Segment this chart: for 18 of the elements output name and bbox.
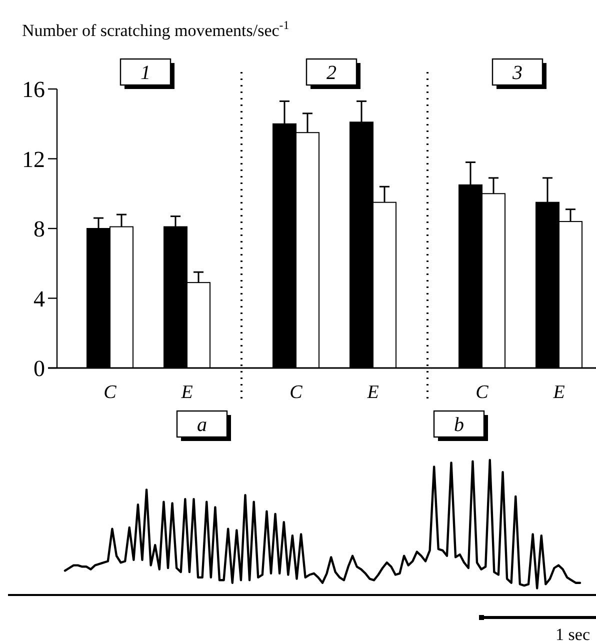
y-tick-label: 8	[34, 216, 45, 242]
x-tick-label: E	[180, 382, 194, 403]
x-tick-label: E	[552, 382, 566, 403]
x-tick-label: C	[104, 382, 117, 403]
x-tick-label: C	[476, 382, 489, 403]
text: a	[197, 414, 207, 436]
text: b	[454, 414, 464, 436]
x-tick-label: E	[366, 382, 380, 403]
y-tick-label: 0	[34, 356, 45, 381]
y-tick-label: 12	[22, 146, 45, 172]
text: 3	[512, 62, 522, 84]
text: 1 sec	[556, 625, 590, 641]
text: 1	[140, 62, 150, 84]
text: 2	[326, 62, 336, 84]
y-axis-title: Number of scratching movements/sec$^{-1}$	[22, 18, 290, 40]
y-tick-label: 16	[22, 77, 45, 102]
x-tick-label: C	[290, 382, 303, 403]
y-tick-label: 4	[34, 286, 46, 312]
